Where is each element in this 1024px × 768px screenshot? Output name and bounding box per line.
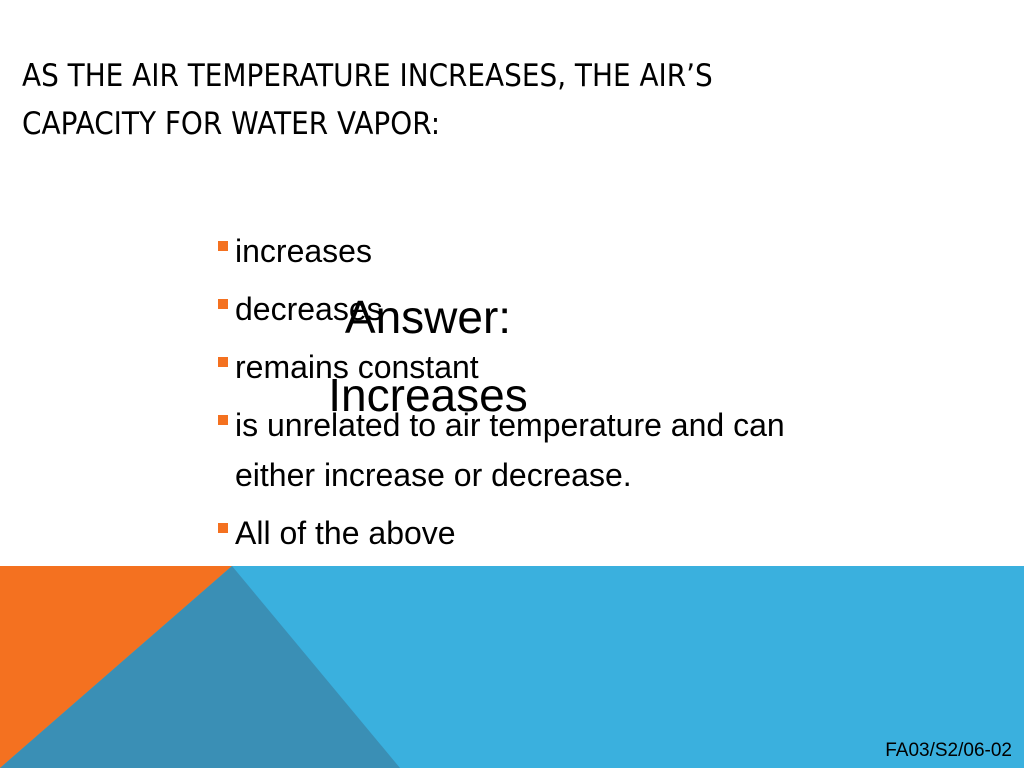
slide-title: AS THE AIR TEMPERATURE INCREASES, THE AI… [22, 52, 886, 148]
square-bullet-icon [218, 241, 228, 251]
answer-overlay: Answer: Increases [278, 278, 578, 434]
option-item: All of the above [216, 508, 1006, 558]
square-bullet-icon [218, 357, 228, 367]
square-bullet-icon [218, 299, 228, 309]
answer-options-list: increases decreases remains constant is … [216, 226, 1006, 566]
option-item: increases [216, 226, 1006, 276]
option-text: All of the above [235, 515, 456, 551]
answer-value: Increases [328, 369, 528, 421]
slide-title-line2: CAPACITY FOR WATER VAPOR: [22, 106, 441, 142]
option-text-continued: either increase or decrease. [235, 457, 632, 493]
square-bullet-icon [218, 523, 228, 533]
footer-teal-triangle [0, 566, 400, 768]
square-bullet-icon [218, 415, 228, 425]
option-text: is unrelated to air temperature and can [235, 407, 785, 443]
slide-code-label: FA03/S2/06-02 [885, 740, 1012, 761]
option-item: remains constant [216, 342, 1006, 392]
slide-title-line1: AS THE AIR TEMPERATURE INCREASES, THE AI… [22, 58, 713, 94]
option-text: increases [235, 233, 372, 269]
option-text: remains constant [235, 349, 479, 385]
footer-decoration [0, 566, 1024, 768]
option-text: decreases [235, 291, 383, 327]
option-item: is unrelated to air temperature and can … [216, 400, 1006, 500]
answer-label: Answer: [344, 291, 512, 343]
option-item: decreases [216, 284, 1006, 334]
